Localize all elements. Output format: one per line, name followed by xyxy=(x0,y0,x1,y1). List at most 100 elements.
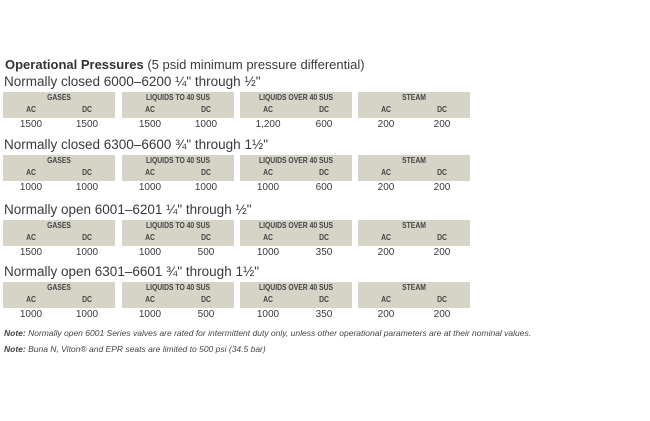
table-cell: 500 xyxy=(197,247,215,258)
column-group: STEAM AC DC xyxy=(358,282,470,308)
table-cell: 1500 xyxy=(75,119,99,130)
group-name: GASES xyxy=(47,221,71,230)
dc-header: DC xyxy=(82,233,92,242)
group-name: LIQUIDS TO 40 SUS xyxy=(145,221,211,230)
table-cell: 1000 xyxy=(75,182,99,193)
ac-header: AC xyxy=(381,168,391,177)
table-cell: 1000 xyxy=(138,247,162,258)
section-title: Normally closed 6300–6600 ¾" through 1½" xyxy=(4,137,269,152)
heading-bold: Operational Pressures xyxy=(5,57,144,72)
dc-header: DC xyxy=(201,168,211,177)
table-row: 1000 1000 1000 500 1000 350 200 200 xyxy=(3,308,483,321)
table-cell: 200 xyxy=(377,119,395,130)
table-cell: 200 xyxy=(433,119,451,130)
column-group: LIQUIDS OVER 40 SUS AC DC xyxy=(240,220,352,246)
column-group: LIQUIDS TO 40 SUS AC DC xyxy=(122,220,234,246)
table-cell: 1000 xyxy=(256,182,280,193)
dc-header: DC xyxy=(82,168,92,177)
column-group: LIQUIDS OVER 40 SUS AC DC xyxy=(240,155,352,181)
table-cell: 1000 xyxy=(138,182,162,193)
section-title: Normally open 6301–6601 ¾" through 1½" xyxy=(4,264,260,279)
ac-header: AC xyxy=(263,295,273,304)
column-group: STEAM AC DC xyxy=(358,220,470,246)
table-cell: 1000 xyxy=(194,182,218,193)
ac-header: AC xyxy=(263,105,273,114)
dc-header: DC xyxy=(437,295,447,304)
dc-header: DC xyxy=(201,295,211,304)
column-group: GASES AC DC xyxy=(3,220,115,246)
group-name: LIQUIDS TO 40 SUS xyxy=(145,283,211,292)
ac-header: AC xyxy=(145,295,155,304)
group-name: LIQUIDS OVER 40 SUS xyxy=(258,93,334,102)
column-group: GASES AC DC xyxy=(3,155,115,181)
ac-header: AC xyxy=(381,295,391,304)
ac-header: AC xyxy=(263,168,273,177)
table-cell: 1000 xyxy=(256,309,280,320)
group-name: STEAM xyxy=(402,156,426,165)
dc-header: DC xyxy=(82,105,92,114)
column-group: STEAM AC DC xyxy=(358,92,470,118)
note-label: Note: xyxy=(4,328,26,338)
pressure-table: Normally open 6301–6601 ¾" through 1½" GA… xyxy=(3,263,483,321)
note-1: Note: Normally open 6001 Series valves a… xyxy=(4,328,531,338)
dc-header: DC xyxy=(201,105,211,114)
column-group: STEAM AC DC xyxy=(358,155,470,181)
table-cell: 200 xyxy=(377,182,395,193)
ac-header: AC xyxy=(145,168,155,177)
table-cell: 1000 xyxy=(138,309,162,320)
group-name: GASES xyxy=(47,93,71,102)
table-cell: 600 xyxy=(315,182,333,193)
group-name: STEAM xyxy=(402,221,426,230)
table-cell: 600 xyxy=(315,119,333,130)
table-cell: 200 xyxy=(433,247,451,258)
pressure-table: Normally closed 6000–6200 ¼" through ½" G… xyxy=(3,73,483,131)
dc-header: DC xyxy=(319,105,329,114)
table-cell: 1000 xyxy=(256,247,280,258)
page-heading: Operational Pressures (5 psid minimum pr… xyxy=(5,57,365,72)
ac-header: AC xyxy=(381,105,391,114)
note-text: Buna N, Viton® and EPR seats are limited… xyxy=(25,344,266,354)
pressure-table: Normally open 6001–6201 ¼" through ½" GAS… xyxy=(3,201,483,259)
table-row: 1500 1000 1000 500 1000 350 200 200 xyxy=(3,246,483,259)
column-group: LIQUIDS OVER 40 SUS AC DC xyxy=(240,282,352,308)
table-cell: 350 xyxy=(315,309,333,320)
ac-header: AC xyxy=(26,295,36,304)
column-group: GASES AC DC xyxy=(3,282,115,308)
ac-header: AC xyxy=(145,233,155,242)
ac-header: AC xyxy=(26,233,36,242)
column-group: LIQUIDS OVER 40 SUS AC DC xyxy=(240,92,352,118)
table-cell: 1,200 xyxy=(255,119,281,130)
group-name: STEAM xyxy=(402,93,426,102)
dc-header: DC xyxy=(82,295,92,304)
column-group: GASES AC DC xyxy=(3,92,115,118)
table-header: GASES AC DC LIQUIDS TO 40 SUS AC DC LIQUIDS OV… xyxy=(3,92,483,118)
group-name: GASES xyxy=(47,156,71,165)
heading-rest: (5 psid minimum pressure differential) xyxy=(143,57,365,72)
column-group: LIQUIDS TO 40 SUS AC DC xyxy=(122,282,234,308)
column-group: LIQUIDS TO 40 SUS AC DC xyxy=(122,92,234,118)
table-header: GASES AC DC LIQUIDS TO 40 SUS AC DC LIQUIDS OV… xyxy=(3,220,483,246)
table-cell: 1000 xyxy=(194,119,218,130)
ac-header: AC xyxy=(381,233,391,242)
table-cell: 200 xyxy=(433,309,451,320)
table-cell: 200 xyxy=(377,247,395,258)
dc-header: DC xyxy=(319,233,329,242)
group-name: GASES xyxy=(47,283,71,292)
group-name: LIQUIDS TO 40 SUS xyxy=(145,156,211,165)
group-name: LIQUIDS OVER 40 SUS xyxy=(258,156,334,165)
table-cell: 1000 xyxy=(19,182,43,193)
ac-header: AC xyxy=(263,233,273,242)
note-2: Note: Buna N, Viton® and EPR seats are l… xyxy=(4,344,266,354)
table-cell: 1500 xyxy=(19,119,43,130)
note-label: Note: xyxy=(4,344,26,354)
group-name: LIQUIDS OVER 40 SUS xyxy=(258,283,334,292)
table-header: GASES AC DC LIQUIDS TO 40 SUS AC DC LIQUIDS OV… xyxy=(3,155,483,181)
group-name: STEAM xyxy=(402,283,426,292)
table-header: GASES AC DC LIQUIDS TO 40 SUS AC DC LIQUIDS OV… xyxy=(3,282,483,308)
table-cell: 1500 xyxy=(19,247,43,258)
table-cell: 1000 xyxy=(75,247,99,258)
table-row: 1000 1000 1000 1000 1000 600 200 200 xyxy=(3,181,483,194)
section-title: Normally open 6001–6201 ¼" through ½" xyxy=(4,202,252,217)
dc-header: DC xyxy=(437,168,447,177)
column-group: LIQUIDS TO 40 SUS AC DC xyxy=(122,155,234,181)
